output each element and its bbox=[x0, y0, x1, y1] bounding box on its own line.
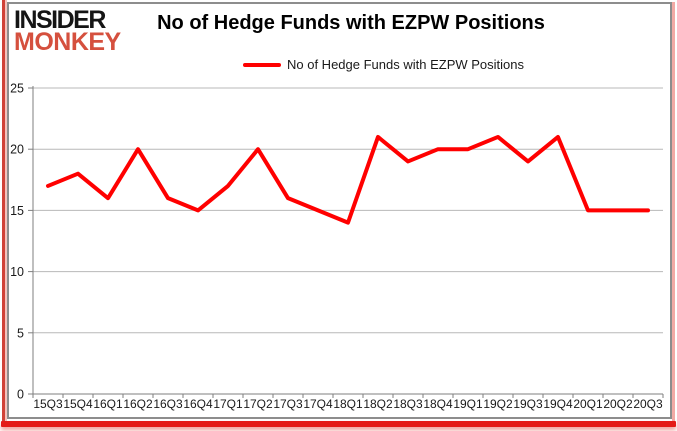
x-tick-label: 19Q4 bbox=[543, 397, 573, 411]
y-tick-label: 20 bbox=[10, 143, 24, 157]
legend-label: No of Hedge Funds with EZPW Positions bbox=[287, 57, 524, 72]
x-tick-label: 18Q1 bbox=[333, 397, 363, 411]
logo-text-monkey: MONKEY bbox=[14, 28, 121, 56]
x-tick-label: 17Q3 bbox=[273, 397, 303, 411]
x-tick-label: 17Q2 bbox=[243, 397, 273, 411]
insider-monkey-logo: INSIDER MONKEY bbox=[14, 8, 121, 55]
legend-line-marker bbox=[243, 62, 281, 67]
chart-title: No of Hedge Funds with EZPW Positions bbox=[157, 12, 545, 34]
y-tick-label: 10 bbox=[10, 265, 24, 279]
y-tick-label: 0 bbox=[17, 388, 24, 402]
x-tick-label: 20Q3 bbox=[633, 397, 663, 411]
y-tick-label: 5 bbox=[17, 326, 24, 340]
x-tick-label: 20Q1 bbox=[573, 397, 603, 411]
x-tick-label: 17Q1 bbox=[213, 397, 243, 411]
frame-left-pink-border bbox=[5, 0, 7, 425]
x-tick-label: 19Q3 bbox=[513, 397, 543, 411]
x-tick-label: 18Q3 bbox=[393, 397, 423, 411]
x-tick-label: 15Q4 bbox=[63, 397, 93, 411]
x-tick-label: 16Q1 bbox=[93, 397, 123, 411]
chart-legend: No of Hedge Funds with EZPW Positions bbox=[243, 57, 524, 72]
x-tick-label: 17Q4 bbox=[303, 397, 333, 411]
x-tick-label: 19Q1 bbox=[453, 397, 483, 411]
x-tick-label: 20Q2 bbox=[603, 397, 633, 411]
x-tick-label: 16Q2 bbox=[123, 397, 153, 411]
y-tick-label: 15 bbox=[10, 204, 24, 218]
series-line bbox=[46, 134, 650, 225]
x-tick-label: 18Q2 bbox=[363, 397, 393, 411]
x-tick-label: 16Q3 bbox=[153, 397, 183, 411]
frame-bottom-red-border bbox=[1, 421, 676, 427]
logo-text-insider: INSIDER bbox=[14, 6, 106, 34]
x-tick-label: 16Q4 bbox=[183, 397, 213, 411]
frame-left-red-border bbox=[2, 0, 5, 425]
x-tick-label: 18Q4 bbox=[423, 397, 453, 411]
x-tick-label: 19Q2 bbox=[483, 397, 513, 411]
y-tick-label: 25 bbox=[10, 82, 24, 96]
frame-right-pink-border bbox=[672, 2, 675, 425]
x-tick-label: 15Q3 bbox=[33, 397, 63, 411]
